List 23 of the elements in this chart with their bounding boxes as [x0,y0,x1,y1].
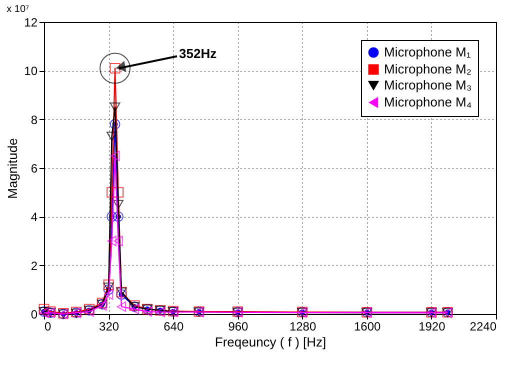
x-tick-label: 1920 [418,320,446,334]
y-tick-label: 2 [30,258,38,273]
x-axis-title: Freqeuncy ( f ) [Hz] [214,334,326,350]
y-tick-label: 12 [24,16,38,30]
legend-label: Microphone M₃ [384,78,472,92]
y-tick-label: 6 [30,162,38,176]
y-tick-label: 4 [30,210,38,224]
legend-label: Microphone M₁ [384,44,472,60]
x-tick-label: 1280 [289,320,316,334]
x-tick-label: 0 [44,320,52,334]
y-tick-label: 8 [30,112,38,127]
x-tick-label: 2240 [470,320,497,334]
x-tick-label: 960 [228,320,249,334]
legend-label: Microphone M₄ [384,94,472,110]
x-tick-label: 1600 [354,320,382,334]
y-axis-title: Magnitude [5,138,20,199]
x-tick-label: 320 [99,320,120,334]
chart-title: x 10⁷ [6,4,30,15]
x-tick-label: 640 [164,320,184,334]
legend-label: Microphone M₂ [384,62,472,76]
y-tick-label: 0 [30,308,38,322]
y-tick-label: 10 [24,64,38,78]
annotation: 352Hz [179,46,218,62]
